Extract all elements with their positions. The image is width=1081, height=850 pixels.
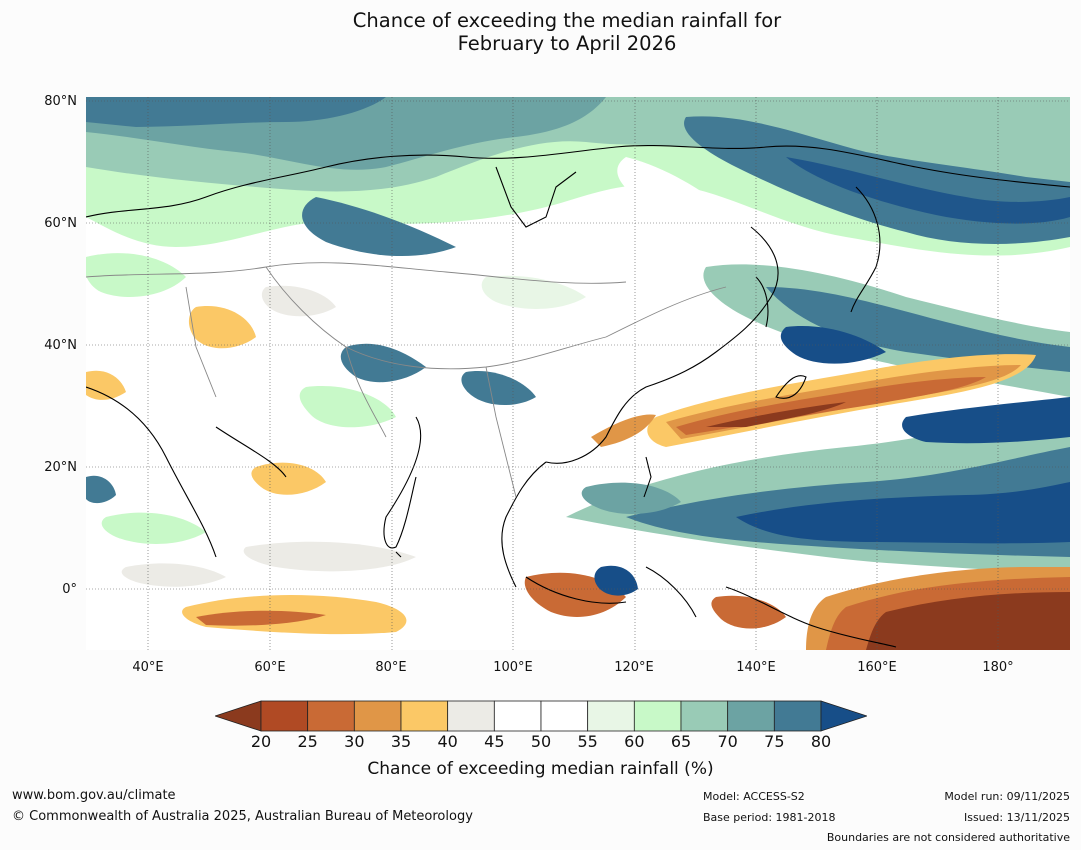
colorbar-tick-label: 35 [390,732,412,751]
colorbar-tick-label: 30 [344,732,365,751]
colorbar-segment [773,700,822,732]
lon-label-120e: 120°E [614,660,654,675]
lon-label-100e: 100°E [493,660,533,675]
lon-label-160e: 160°E [857,660,897,675]
colorbar-segment [540,700,589,732]
lat-label-60n: 60°N [44,216,77,231]
country-borders [86,262,727,498]
north-pacific-dry-band [591,354,1036,447]
tropical-pacific-wet-region [566,397,1070,577]
northern-wet-region [86,97,1070,257]
colorbar-segment [587,700,635,732]
title-line-2: February to April 2026 [457,32,677,55]
colorbar-tick-label: 55 [577,732,598,751]
footer-copyright: © Commonwealth of Australia 2025, Austra… [12,809,473,824]
colorbar-tick-label: 40 [437,732,458,751]
lon-label-40e: 40°E [132,660,164,675]
footer-base-period: Base period: 1981-2018 [703,811,836,824]
colorbar-tick-label: 45 [484,732,505,751]
colorbar-segment [680,700,729,732]
lat-label-20n: 20°N [44,460,77,475]
wet-patches [86,253,681,596]
southern-dry-region [86,306,1070,650]
title-line-1: Chance of exceeding the median rainfall … [352,9,782,32]
colorbar-segment [447,700,495,732]
lon-label-180: 180° [982,660,1014,675]
colorbar-tick-label: 70 [717,732,738,751]
lat-label-0: 0° [62,582,77,597]
colorbar-tick-label: 75 [764,732,785,751]
coastlines [86,145,1070,648]
colorbar-segment [260,700,309,732]
colorbar-tick-label: 60 [624,732,645,751]
footer-boundaries-note: Boundaries are not considered authoritat… [826,831,1070,844]
rainfall-probability-map [86,97,1070,650]
colorbar [215,700,867,732]
tibet-wet-region [340,343,536,406]
colorbar-segment [400,700,449,732]
lat-label-40n: 40°N [44,338,77,353]
footer-model: Model: ACCESS-S2 [703,790,805,803]
neutral-regions [121,285,416,587]
colorbar-title: Chance of exceeding median rainfall (%) [367,759,714,779]
colorbar-extend-high [820,700,867,732]
colorbar-segment [633,700,682,732]
footer-issued: Issued: 13/11/2025 [963,811,1070,824]
lat-label-80n: 80°N [44,94,77,109]
footer-website: www.bom.gov.au/climate [12,788,176,803]
colorbar-tick-label: 65 [670,732,692,751]
colorbar-segment [493,700,542,732]
colorbar-tick-label: 50 [530,732,552,751]
colorbar-tick-label: 25 [297,732,318,751]
colorbar-segment [353,700,402,732]
colorbar-segment [307,700,355,732]
chart-title: Chance of exceeding the median rainfall … [0,9,1081,55]
colorbar-tick-label: 80 [810,732,832,751]
lon-label-60e: 60°E [254,660,286,675]
lon-label-140e: 140°E [736,660,776,675]
graticule [86,97,1070,650]
colorbar-segment [727,700,775,732]
colorbar-extend-low [215,700,262,732]
lon-label-80e: 80°E [375,660,407,675]
footer-model-run: Model run: 09/11/2025 [944,790,1070,803]
colorbar-tick-label: 20 [250,732,272,751]
